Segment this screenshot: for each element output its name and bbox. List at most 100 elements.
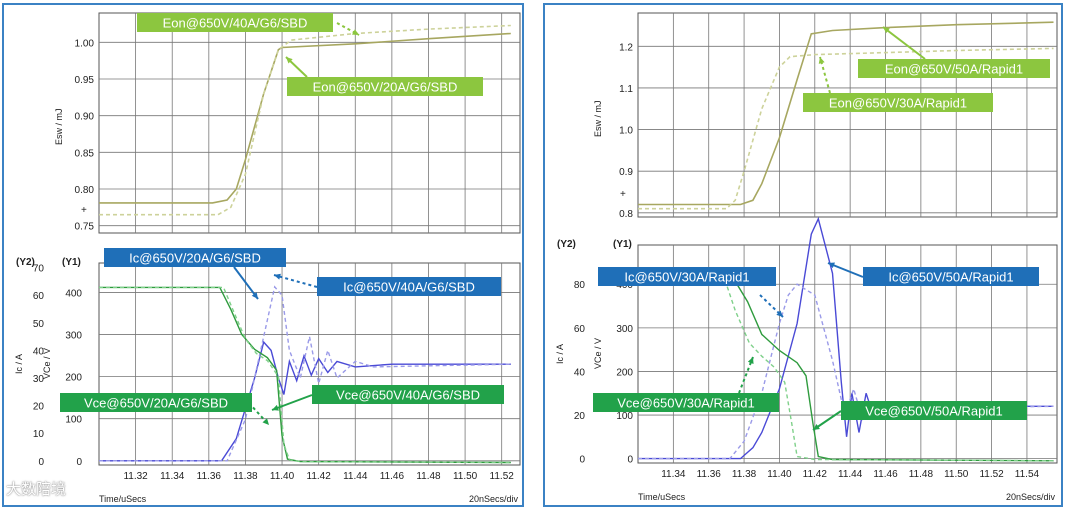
callout-arrowhead-icon <box>274 273 281 280</box>
y1-tick-label: 200 <box>65 373 82 384</box>
x-tick-label: 11.44 <box>343 471 368 482</box>
x-tick-label: 11.44 <box>838 469 863 480</box>
x-tick-label: 11.54 <box>1015 469 1040 480</box>
x-tick-label: 11.52 <box>490 471 515 482</box>
x-tick-label: 11.38 <box>233 471 258 482</box>
y2-tick-label: 30 <box>33 374 45 385</box>
series-callout-label: Eon@650V/40A/G6/SBD <box>163 16 308 31</box>
series-callout-box <box>593 393 779 412</box>
y2-tick-label: 60 <box>574 324 586 335</box>
right-chart-panel: 1.2 1.1 1.0 0.9 0.8 Esw / mJ +40 0 300 200 100 0 80 6… <box>543 3 1063 507</box>
series-callout-label: Eon@650V/50A/Rapid1 <box>885 62 1023 77</box>
top-y-tick-label: 1.1 <box>619 84 633 95</box>
callout-arrow-line <box>273 274 318 288</box>
cursor-cross-icon: + <box>620 189 626 200</box>
y1-axis-label: VCe / V <box>42 348 52 379</box>
series-callout-label: Ic@650V/50A/Rapid1 <box>888 270 1013 285</box>
y2-tick-label: 20 <box>574 411 586 422</box>
y2-tick-label: 50 <box>33 319 45 330</box>
top-y-tick-label: 0.90 <box>75 112 95 123</box>
y2-axis-tag: (Y2) <box>16 257 35 268</box>
series-callout-box <box>317 277 501 296</box>
y1-tick-label: 300 <box>65 331 82 342</box>
y1-tick-label: 0 <box>76 457 82 468</box>
callout-arrowhead-icon <box>828 262 835 269</box>
x-tick-label: 11.40 <box>270 471 295 482</box>
series-callout-label: Eon@650V/20A/G6/SBD <box>313 80 458 95</box>
series-callout-box <box>803 93 993 112</box>
callout-arrow-line <box>233 266 259 300</box>
y2-axis-label: Ic / A <box>555 344 565 364</box>
x-div-label: 20nSecs/div <box>1006 492 1056 502</box>
left-chart-panel: 1.00 0.95 0.90 0.85 0.80 0.75 Esw / mJ +400 300 2… <box>2 3 524 507</box>
x-axis-label: Time/uSecs <box>638 492 686 502</box>
x-tick-label: 11.42 <box>803 469 828 480</box>
right-chart-svg: 1.2 1.1 1.0 0.9 0.8 Esw / mJ +40 0 300 200 100 0 80 6… <box>555 12 1058 502</box>
callout-arrowhead-icon <box>286 57 293 64</box>
y1-tick-label: 100 <box>616 411 633 422</box>
esw-series-line-0 <box>638 21 1054 206</box>
series-callout-label: Ic@650V/40A/G6/SBD <box>343 280 475 295</box>
callout-arrowhead-icon <box>251 292 258 299</box>
callout-arrowhead-icon <box>883 27 890 34</box>
series-callout-label: Eon@650V/30A/Rapid1 <box>829 96 967 111</box>
y2-tick-label: 20 <box>33 402 45 413</box>
x-tick-label: 11.48 <box>416 471 441 482</box>
y2-tick-label: 0 <box>38 457 44 468</box>
ic-series-line-1 <box>99 285 511 462</box>
series-callout-box <box>287 77 483 96</box>
top-y-tick-label: 0.9 <box>619 167 633 178</box>
ic-series-line-0 <box>99 340 511 462</box>
x-tick-label: 11.38 <box>732 469 757 480</box>
y2-axis-label: Ic / A <box>14 354 24 374</box>
series-callout-label: Vce@650V/20A/G6/SBD <box>84 396 228 411</box>
series-callout-label: Vce@650V/30A/Rapid1 <box>617 396 755 411</box>
y1-axis-tag: (Y1) <box>613 239 632 250</box>
top-y-axis-label: Esw / mJ <box>54 108 64 145</box>
series-callout-label: Vce@650V/50A/Rapid1 <box>865 404 1003 419</box>
x-tick-label: 11.48 <box>909 469 934 480</box>
top-y-tick-label: 1.0 <box>619 126 633 137</box>
top-y-tick-label: 1.00 <box>75 38 95 49</box>
vce-series-line-3 <box>99 286 511 464</box>
top-plot-frame <box>98 12 521 234</box>
ic-series-line-1 <box>638 283 1054 460</box>
y1-axis-label: VCe / V <box>593 338 603 369</box>
callout-arrowhead-icon <box>813 423 820 430</box>
series-callout-box <box>841 401 1027 420</box>
y2-tick-label: 0 <box>579 455 585 466</box>
top-y-tick-label: 1.2 <box>619 42 633 53</box>
top-y-tick-label: 0.85 <box>75 148 95 159</box>
y2-tick-label: 40 <box>33 346 45 357</box>
y2-tick-label: 70 <box>33 264 45 275</box>
x-tick-label: 11.34 <box>661 469 686 480</box>
cursor-cross-icon: + <box>81 205 87 216</box>
y2-tick-label: 80 <box>574 280 586 291</box>
y1-tick-label: 300 <box>616 324 633 335</box>
vce-series-line-3 <box>638 283 1054 462</box>
top-plot-frame <box>637 12 1058 218</box>
top-y-tick-label: 0.80 <box>75 185 95 196</box>
x-tick-label: 11.50 <box>453 471 478 482</box>
callout-arrow-line <box>271 394 313 411</box>
callout-arrowhead-icon <box>747 357 754 364</box>
x-tick-label: 11.46 <box>873 469 898 480</box>
y2-tick-label: 40 <box>574 367 586 378</box>
x-tick-label: 11.40 <box>767 469 792 480</box>
vce-series-line-2 <box>638 283 1054 462</box>
series-callout-box <box>60 393 252 412</box>
x-div-label: 20nSecs/div <box>469 494 519 504</box>
x-tick-label: 11.42 <box>307 471 332 482</box>
callout-arrow-line <box>882 26 926 60</box>
series-callout-box <box>858 59 1050 78</box>
y1-tick-label: 100 <box>65 415 82 426</box>
x-tick-label: 11.46 <box>380 471 405 482</box>
callout-arrowhead-icon <box>352 29 359 35</box>
y1-tick-label: 200 <box>616 367 633 378</box>
x-tick-label: 11.32 <box>123 471 148 482</box>
y1-axis-tag: (Y1) <box>62 257 81 268</box>
series-callout-label: Ic@650V/30A/Rapid1 <box>624 270 749 285</box>
x-axis-label: Time/uSecs <box>99 494 147 504</box>
series-callout-box <box>137 13 333 32</box>
